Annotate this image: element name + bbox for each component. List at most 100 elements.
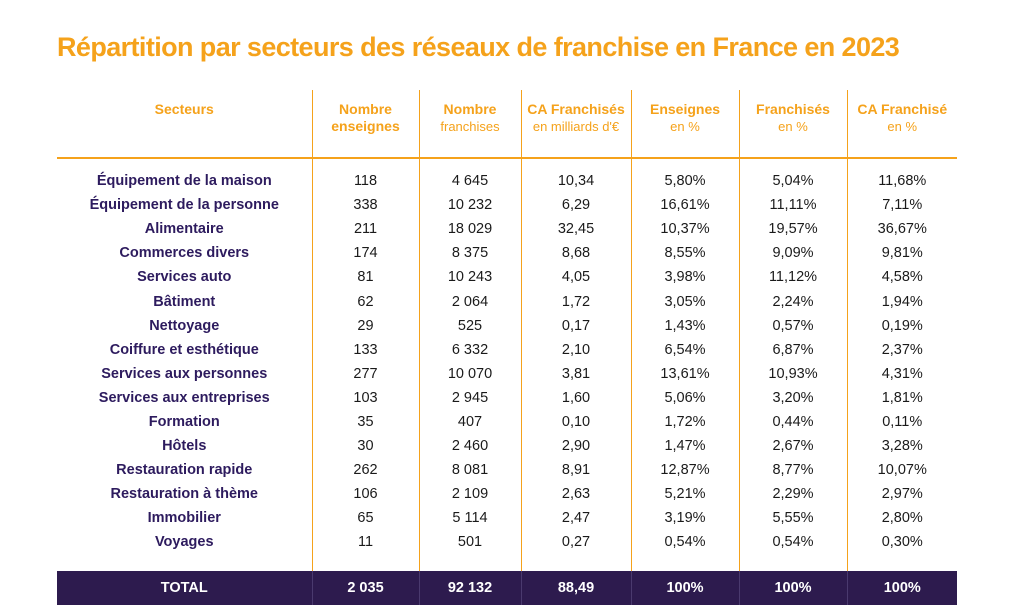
cell-ca-franchises: 2,63 — [520, 482, 631, 507]
cell-enseignes-pct: 5,06% — [630, 385, 739, 410]
cell-enseignes-pct: 10,37% — [630, 217, 739, 242]
cell-secteur: Nettoyage — [149, 317, 220, 334]
franchise-table: Secteurs Nombre enseignes Nombre franchi… — [57, 90, 957, 605]
cell-ca-franchise-pct: 7,11% — [846, 193, 957, 218]
cell-franchises-pct: 2,67% — [738, 434, 847, 459]
cell-franchises-pct: 0,57% — [738, 313, 847, 338]
page-title: Répartition par secteurs des réseaux de … — [57, 32, 900, 62]
cell-nombre-franchises: 10 070 — [418, 361, 521, 386]
table-row: Équipement de la maison 118 4 645 10,34 5,80… — [57, 158, 957, 194]
cell-ca-franchise-pct: 2,37% — [846, 337, 957, 362]
cell-enseignes-pct: 8,55% — [630, 241, 739, 266]
cell-ca-franchise-pct: 0,30% — [846, 530, 957, 555]
header-franchises-pct: Franchisés en % — [738, 90, 847, 159]
cell-nombre-enseignes: 103 — [311, 385, 419, 410]
cell-nombre-enseignes: 65 — [311, 506, 419, 531]
cell-secteur: Voyages — [154, 534, 214, 551]
cell-nombre-franchises: 8 081 — [418, 458, 521, 483]
cell-franchises-pct: 6,87% — [738, 337, 847, 362]
cell-enseignes-pct: 1,47% — [630, 434, 739, 459]
table-row: Alimentaire 211 18 029 32,45 10,37% 19,57% 36,… — [57, 217, 957, 242]
spacer-cell — [311, 554, 419, 571]
cell-enseignes-pct: 12,87% — [630, 458, 739, 483]
cell-secteur: Restauration rapide — [116, 462, 253, 479]
cell-ca-franchise-pct: 9,81% — [846, 241, 957, 266]
cell-secteur: Commerces divers — [119, 245, 250, 262]
cell-ca-franchises: 32,45 — [520, 217, 631, 242]
cell-enseignes-pct: 3,19% — [630, 506, 739, 531]
cell-enseignes-pct: 0,54% — [630, 530, 739, 555]
cell-ca-franchises: 1,72 — [520, 289, 631, 314]
cell-enseignes-pct: 6,54% — [630, 337, 739, 362]
cell-ca-franchises: 2,10 — [520, 337, 631, 362]
cell-ca-franchises: 0,17 — [520, 313, 631, 338]
cell-enseignes-pct: 5,80% — [630, 158, 739, 194]
cell-nombre-franchises: 2 109 — [418, 482, 521, 507]
cell-franchises-pct: 5,55% — [738, 506, 847, 531]
cell-ca-franchise-pct: 4,58% — [846, 265, 957, 290]
cell-nombre-enseignes: 262 — [311, 458, 419, 483]
cell-nombre-enseignes: 30 — [311, 434, 419, 459]
cell-secteur: Services aux personnes — [101, 365, 268, 382]
cell-franchises-pct: 8,77% — [738, 458, 847, 483]
table-row: Restauration rapide 262 8 081 8,91 12,87% 8,7… — [57, 458, 957, 483]
header-ca-franchises: CA Franchisés en milliards d'€ — [520, 90, 631, 159]
cell-ca-franchises: 1,60 — [520, 385, 631, 410]
cell-nombre-franchises: 6 332 — [418, 337, 521, 362]
cell-nombre-franchises: 501 — [418, 530, 521, 555]
cell-ca-franchise-pct: 10,07% — [846, 458, 957, 483]
cell-nombre-franchises: 407 — [418, 409, 521, 435]
spacer-cell — [846, 554, 957, 571]
table-row: Voyages 11 501 0,27 0,54% 0,54% 0,30% — [57, 530, 957, 555]
cell-nombre-enseignes: 133 — [311, 337, 419, 362]
cell-franchises-pct: 0,54% — [738, 530, 847, 555]
table-row: Équipement de la personne 338 10 232 6,29 16… — [57, 193, 957, 218]
table-row: Commerces divers 174 8 375 8,68 8,55% 9,09% 9,… — [57, 241, 957, 266]
cell-nombre-franchises: 4 645 — [418, 158, 521, 194]
cell-nombre-enseignes: 106 — [311, 482, 419, 507]
cell-nombre-enseignes: 338 — [311, 193, 419, 218]
cell-ca-franchise-pct: 1,94% — [846, 289, 957, 314]
cell-secteur: Immobilier — [147, 510, 221, 527]
cell-enseignes-pct: 1,43% — [630, 313, 739, 338]
cell-nombre-franchises: 525 — [418, 313, 521, 338]
table-row: Bâtiment 62 2 064 1,72 3,05% 2,24% 1,94% — [57, 289, 957, 314]
cell-nombre-enseignes: 174 — [311, 241, 419, 266]
table-header-row: Secteurs Nombre enseignes Nombre franchi… — [57, 90, 957, 159]
cell-ca-franchises: 2,90 — [520, 434, 631, 459]
cell-ca-franchises: 8,68 — [520, 241, 631, 266]
cell-enseignes-pct: 1,72% — [630, 409, 739, 435]
cell-enseignes-pct: 13,61% — [630, 361, 739, 386]
table-row: Immobilier 65 5 114 2,47 3,19% 5,55% 2,80% — [57, 506, 957, 531]
cell-franchises-pct: 11,12% — [738, 265, 847, 290]
cell-franchises-pct: 0,44% — [738, 409, 847, 435]
table-row: Services aux personnes 277 10 070 3,81 13,61… — [57, 361, 957, 386]
table-spacer — [57, 554, 957, 571]
cell-secteur: Restauration à thème — [110, 486, 258, 503]
cell-franchises-pct: 10,93% — [738, 361, 847, 386]
spacer-cell — [520, 554, 631, 571]
cell-secteur: Équipement de la personne — [89, 197, 279, 214]
cell-nombre-enseignes: 62 — [311, 289, 419, 314]
cell-nombre-enseignes: 211 — [311, 217, 419, 242]
table-row: Restauration à thème 106 2 109 2,63 5,21% 2,2… — [57, 482, 957, 507]
cell-nombre-franchises: 2 064 — [418, 289, 521, 314]
cell-ca-franchise-pct: 2,97% — [846, 482, 957, 507]
header-secteurs: Secteurs — [57, 90, 312, 159]
cell-secteur: Services auto — [137, 269, 232, 286]
cell-franchises-pct: 2,24% — [738, 289, 847, 314]
header-ca-franchise-pct: CA Franchisé en % — [846, 90, 957, 159]
table-row: Services aux entreprises 103 2 945 1,60 5,06… — [57, 385, 957, 410]
cell-franchises-pct: 3,20% — [738, 385, 847, 410]
cell-ca-franchise-pct: 4,31% — [846, 361, 957, 386]
cell-nombre-enseignes: 277 — [311, 361, 419, 386]
cell-nombre-franchises: 5 114 — [418, 506, 521, 531]
cell-ca-franchises: 10,34 — [520, 158, 631, 194]
cell-secteur: Coiffure et esthétique — [109, 341, 259, 358]
cell-ca-franchise-pct: 11,68% — [846, 158, 957, 194]
cell-franchises-pct: 19,57% — [738, 217, 847, 242]
cell-franchises-pct: 9,09% — [738, 241, 847, 266]
cell-secteur: Bâtiment — [153, 293, 216, 310]
cell-secteur: Services aux entreprises — [98, 389, 270, 406]
cell-nombre-enseignes: 29 — [311, 313, 419, 338]
